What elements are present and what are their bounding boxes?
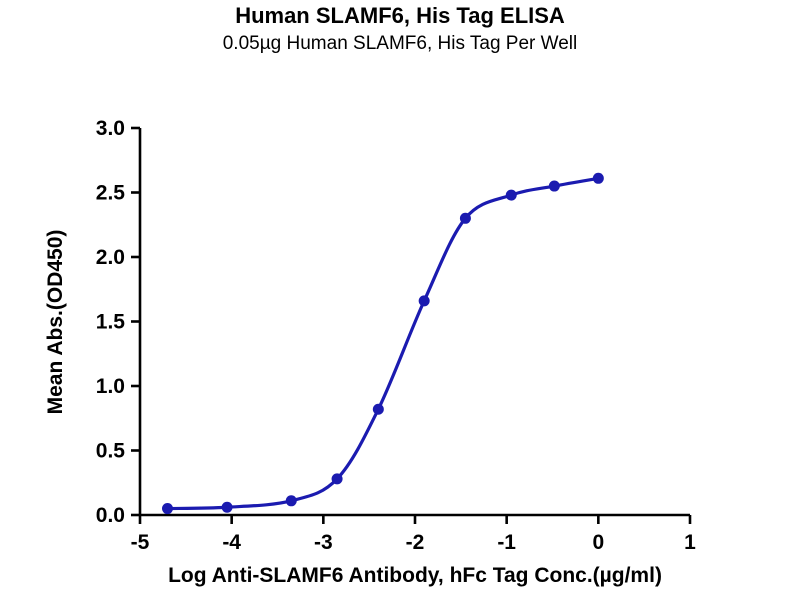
data-point	[548, 180, 560, 192]
x-tick-label: 0	[592, 531, 604, 554]
data-point	[372, 403, 384, 415]
data-point	[285, 495, 297, 507]
data-point	[418, 295, 430, 307]
data-point	[505, 189, 517, 201]
plot-area: -5 -4 -3 -2 -1 0 1 0.0 0.5 1.0 1.5 2.0 2.5 3.0	[96, 117, 696, 554]
x-tick-label: 1	[684, 531, 696, 554]
chart-subtitle: 0.05µg Human SLAMF6, His Tag Per Well	[222, 33, 578, 54]
y-tick-label: 2.0	[96, 246, 125, 269]
y-tick-label: 0.0	[96, 504, 125, 527]
x-axis-label: Log Anti-SLAMF6 Antibody, hFc Tag Conc.(…	[168, 564, 662, 587]
fitted-curve	[165, 176, 600, 511]
y-tick-label: 1.5	[96, 311, 126, 334]
data-point	[592, 172, 604, 184]
y-tick-label: 2.5	[96, 182, 126, 205]
x-tick-label: -2	[406, 531, 425, 554]
x-tick-label: -5	[131, 531, 150, 554]
x-tick-label: -3	[314, 531, 333, 554]
y-axis-label: Mean Abs.(OD450)	[44, 230, 67, 415]
chart-title: Human SLAMF6, His Tag ELISA	[235, 3, 565, 28]
y-tick-label: 1.0	[96, 375, 125, 398]
y-tick-label: 3.0	[96, 117, 125, 140]
data-point	[459, 212, 471, 224]
y-tick-label: 0.5	[96, 440, 126, 463]
x-tick-label: -1	[497, 531, 516, 554]
x-tick-label: -4	[222, 531, 241, 554]
data-point	[162, 503, 173, 515]
data-point	[221, 501, 233, 513]
data-point	[331, 473, 343, 485]
